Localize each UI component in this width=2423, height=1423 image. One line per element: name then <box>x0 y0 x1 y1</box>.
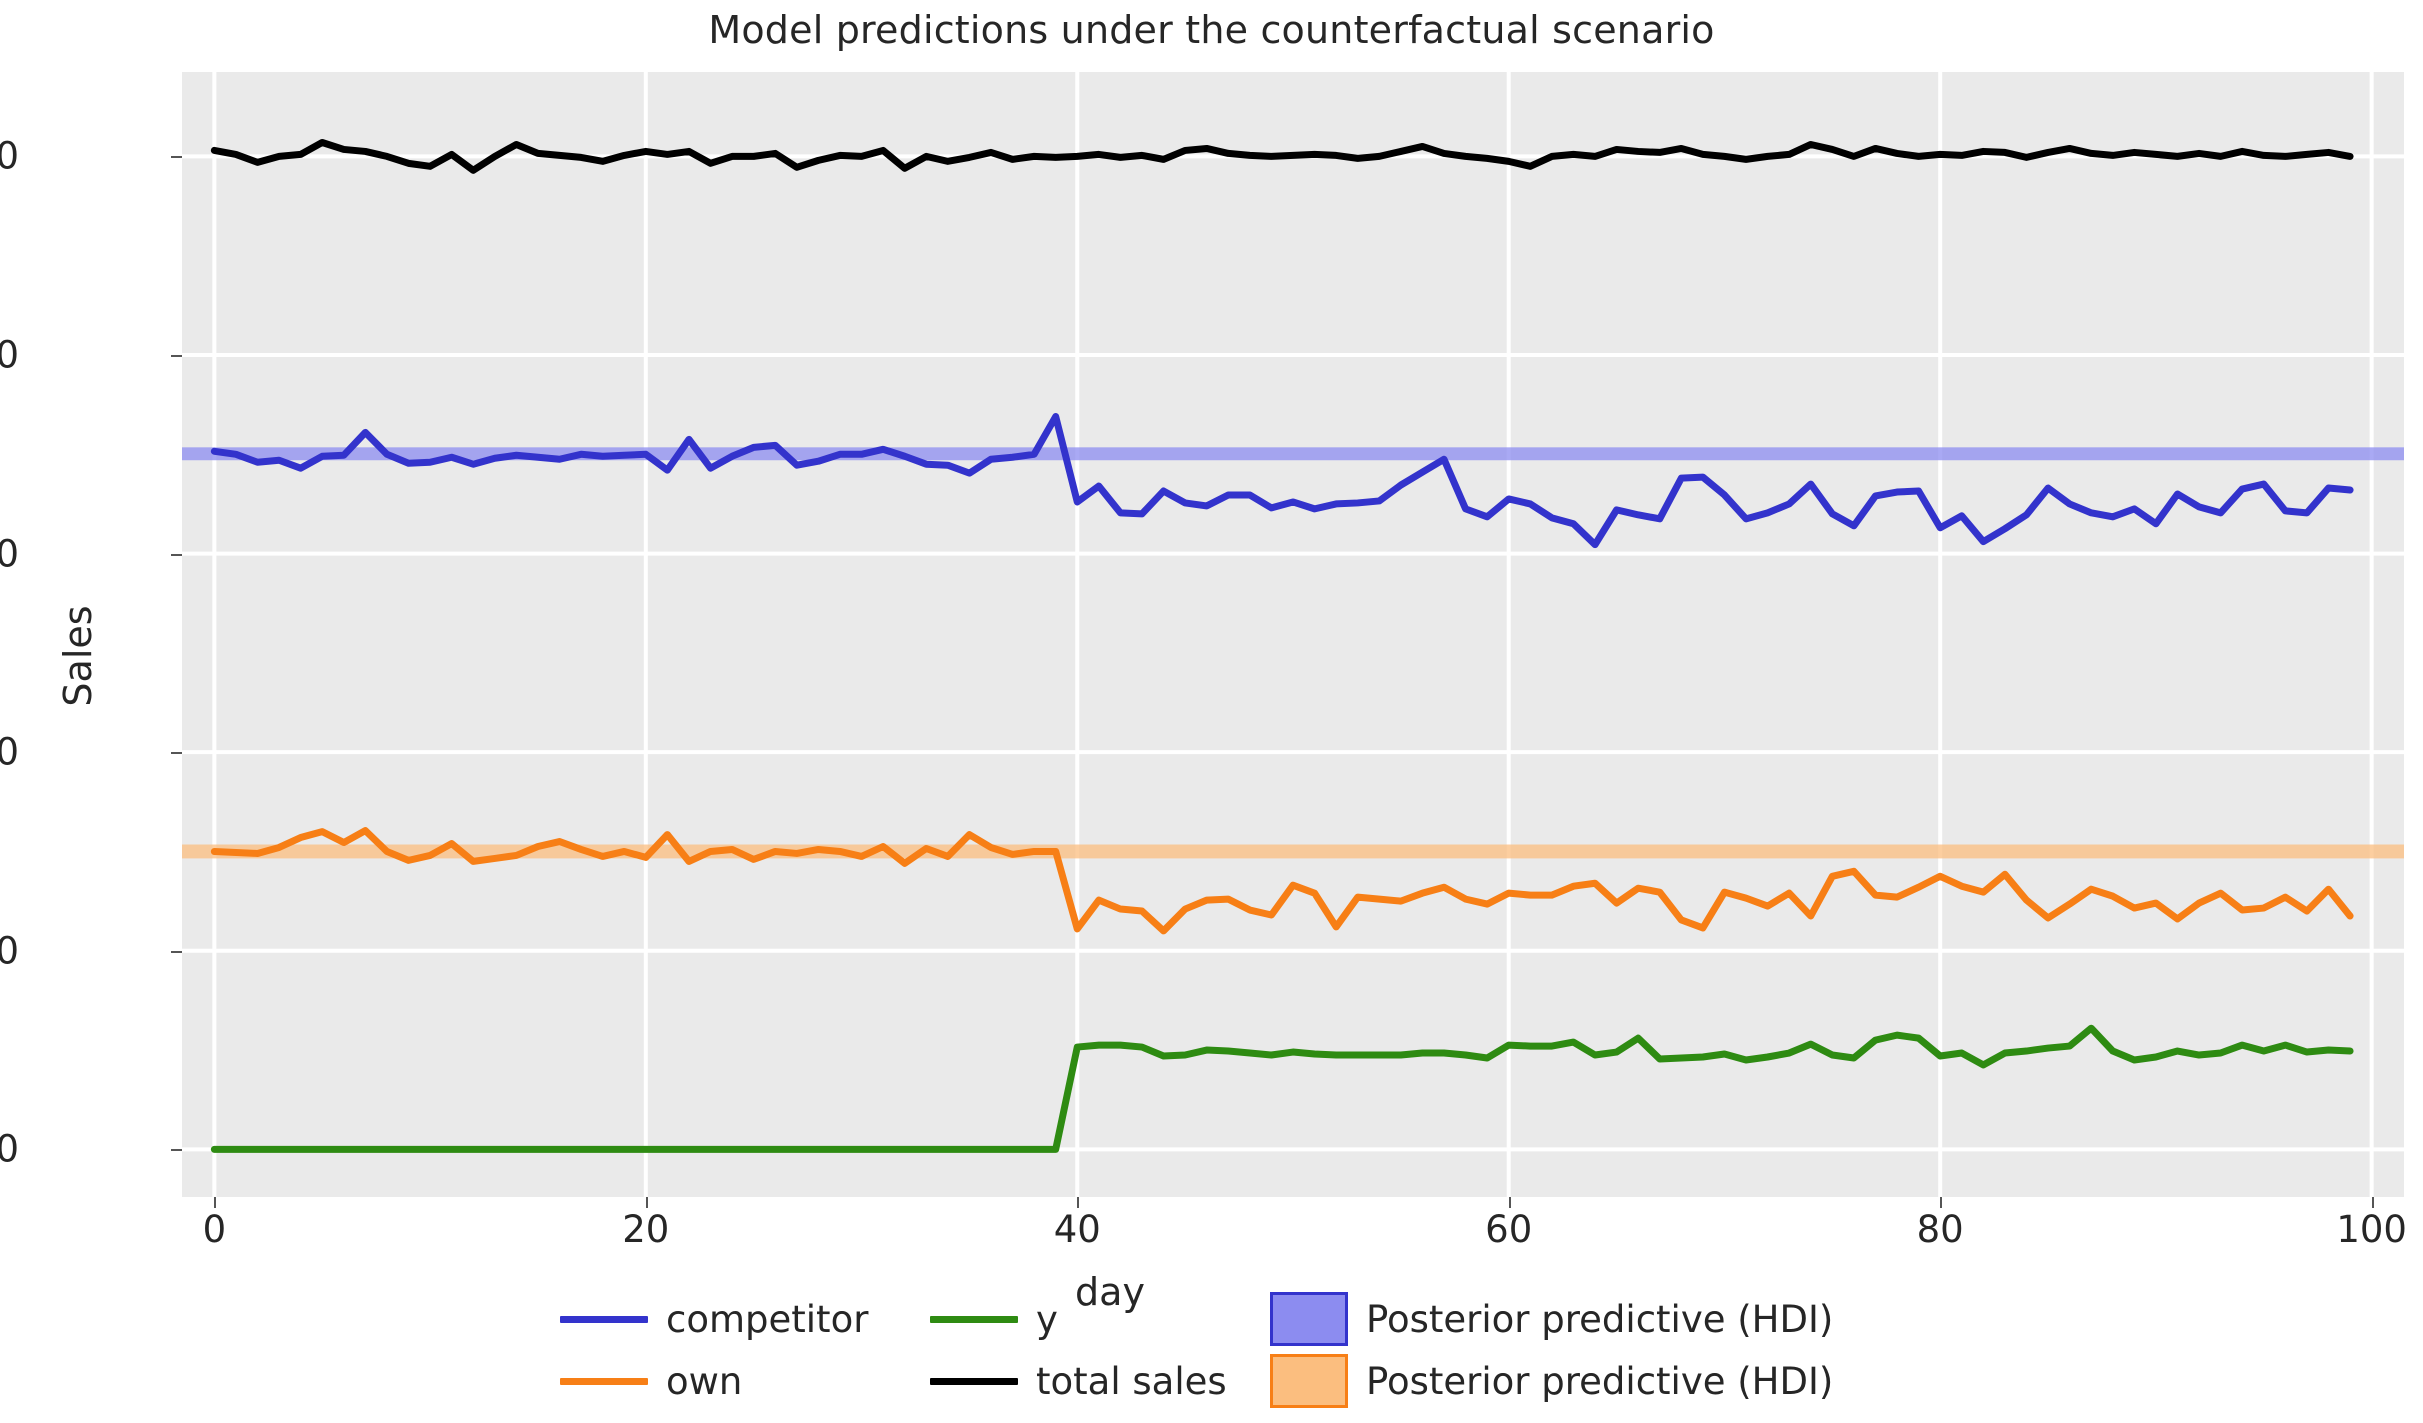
y-axis-label: Sales <box>56 605 100 707</box>
x-tick-label: 100 <box>2336 1208 2407 1251</box>
legend-patch-swatch <box>1270 1354 1348 1408</box>
legend-label: Posterior predictive (HDI) <box>1366 1359 1834 1403</box>
x-tick-label: 60 <box>1485 1208 1533 1251</box>
y-tick-label: 400 <box>0 730 19 774</box>
y-tick-label: 600 <box>0 532 19 576</box>
legend-label: y <box>1036 1297 1058 1341</box>
x-tick-label: 80 <box>1916 1208 1964 1251</box>
legend-line-swatch <box>560 1377 648 1385</box>
x-tick-mark <box>1508 1197 1511 1208</box>
x-tick-label: 40 <box>1053 1208 1101 1251</box>
legend-entry[interactable]: competitor <box>560 1298 930 1341</box>
series-line-total-sales <box>210 138 2354 174</box>
series-line-competitor <box>210 413 2354 549</box>
y-tick-label: 800 <box>0 333 19 377</box>
legend-label: competitor <box>666 1297 869 1341</box>
legend-entry[interactable]: y <box>930 1298 1270 1341</box>
legend-label: Posterior predictive (HDI) <box>1366 1297 1834 1341</box>
series-line-y <box>210 1024 2354 1153</box>
legend-entry[interactable]: Posterior predictive (HDI) <box>1270 1354 1890 1408</box>
page-title: Model predictions under the counterfactu… <box>708 8 1715 52</box>
legend-entry[interactable]: Posterior predictive (HDI) <box>1270 1292 1890 1346</box>
y-tick-label: 200 <box>0 929 19 973</box>
legend-line-swatch <box>930 1315 1018 1323</box>
y-tick-mark <box>171 156 182 159</box>
legend-entry[interactable]: total sales <box>930 1360 1270 1403</box>
plot-area <box>182 72 2404 1197</box>
x-tick-label: 0 <box>202 1208 227 1251</box>
y-tick-mark <box>171 950 182 953</box>
legend-label: own <box>666 1359 743 1403</box>
x-tick-mark <box>1940 1197 1943 1208</box>
y-tick-mark <box>171 354 182 357</box>
legend-line-swatch <box>930 1377 1018 1385</box>
y-tick-mark <box>171 752 182 755</box>
chart-legend: competitor y Posterior predictive (HDI) own… <box>560 1288 2120 1413</box>
x-tick-mark <box>1077 1197 1080 1208</box>
y-tick-mark <box>171 553 182 556</box>
legend-label: total sales <box>1036 1359 1227 1403</box>
y-tick-label: 0 <box>0 1127 19 1171</box>
x-tick-label: 20 <box>622 1208 670 1251</box>
series-line-own <box>210 827 2354 935</box>
y-tick-label: 1000 <box>0 134 19 178</box>
x-tick-mark <box>645 1197 648 1208</box>
x-tick-mark <box>2371 1197 2374 1208</box>
y-tick-mark <box>171 1149 182 1152</box>
legend-entry[interactable]: own <box>560 1360 930 1403</box>
x-axis-label: day <box>1075 1270 1145 1314</box>
chart-svg <box>182 72 2404 1197</box>
legend-patch-swatch <box>1270 1292 1348 1346</box>
x-tick-mark <box>214 1197 217 1208</box>
legend-line-swatch <box>560 1315 648 1323</box>
